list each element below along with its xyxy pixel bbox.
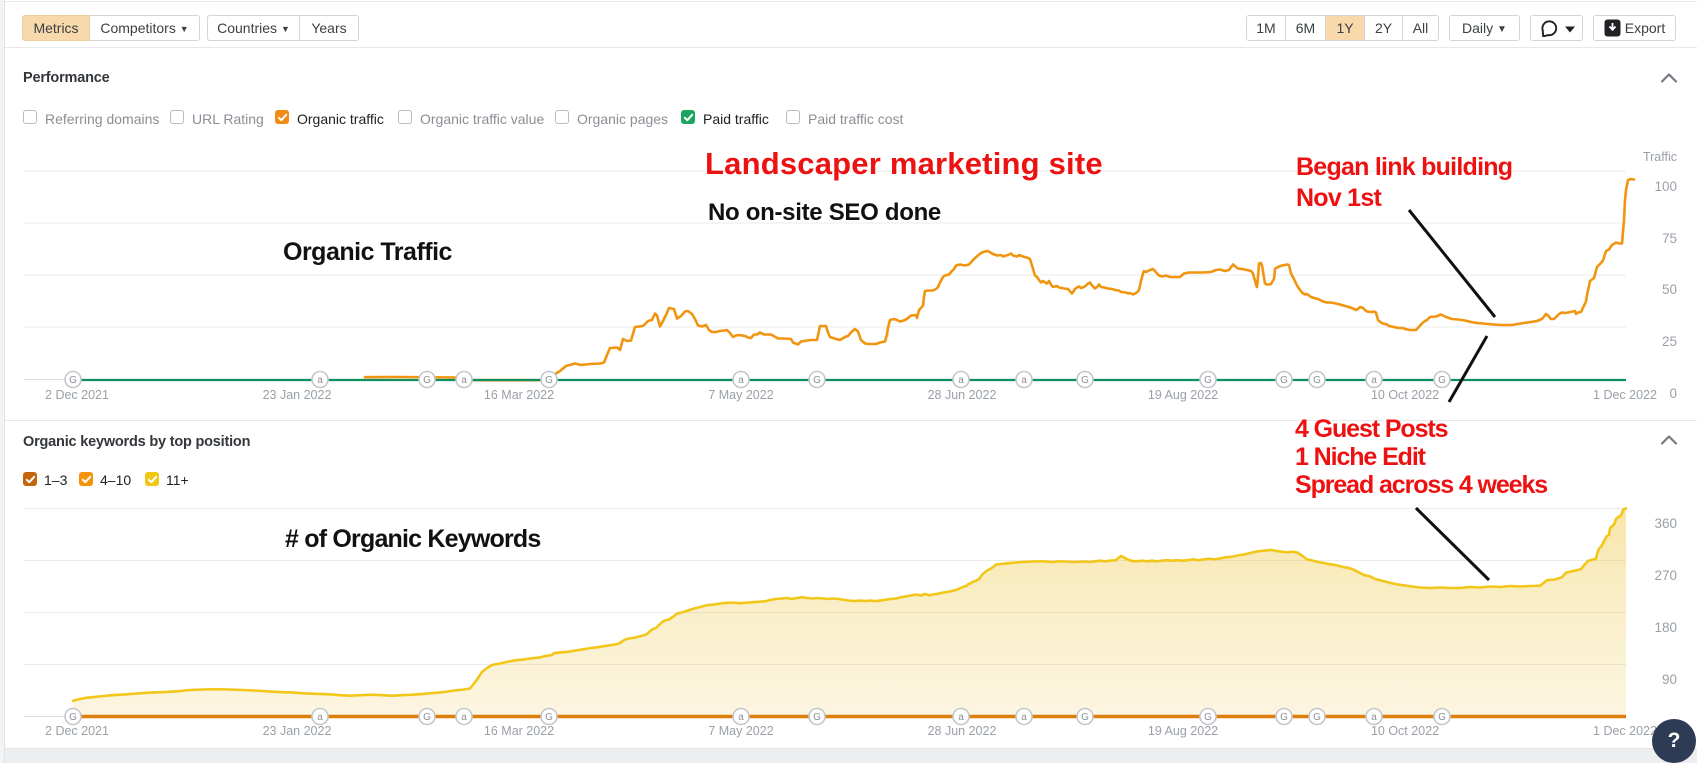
svg-text:1 Dec 2022: 1 Dec 2022 <box>1593 388 1657 402</box>
svg-text:G: G <box>1280 712 1288 723</box>
svg-text:G: G <box>423 375 431 386</box>
svg-text:2 Dec 2021: 2 Dec 2021 <box>45 388 109 402</box>
svg-text:10 Oct 2022: 10 Oct 2022 <box>1371 724 1439 738</box>
svg-text:G: G <box>423 712 431 723</box>
svg-text:100: 100 <box>1654 179 1677 194</box>
svg-text:a: a <box>1371 375 1377 386</box>
svg-text:G: G <box>69 712 77 723</box>
svg-text:19 Aug 2022: 19 Aug 2022 <box>1148 724 1218 738</box>
svg-text:G: G <box>545 375 553 386</box>
svg-text:16 Mar 2022: 16 Mar 2022 <box>484 388 554 402</box>
svg-text:G: G <box>69 375 77 386</box>
svg-text:0: 0 <box>1669 386 1677 401</box>
svg-text:a: a <box>958 712 964 723</box>
svg-text:28 Jun 2022: 28 Jun 2022 <box>928 724 997 738</box>
svg-text:2 Dec 2021: 2 Dec 2021 <box>45 724 109 738</box>
svg-text:50: 50 <box>1662 282 1677 297</box>
svg-text:10 Oct 2022: 10 Oct 2022 <box>1371 388 1439 402</box>
svg-text:a: a <box>461 375 467 386</box>
svg-text:G: G <box>1204 375 1212 386</box>
svg-text:G: G <box>813 712 821 723</box>
svg-text:G: G <box>545 712 553 723</box>
svg-text:G: G <box>1081 712 1089 723</box>
svg-text:7 May 2022: 7 May 2022 <box>708 388 773 402</box>
svg-text:1 Dec 2022: 1 Dec 2022 <box>1593 724 1657 738</box>
svg-text:a: a <box>317 712 323 723</box>
svg-text:Traffic: Traffic <box>1643 150 1677 164</box>
svg-text:180: 180 <box>1654 620 1677 635</box>
svg-text:270: 270 <box>1654 568 1677 583</box>
svg-text:16 Mar 2022: 16 Mar 2022 <box>484 724 554 738</box>
svg-text:G: G <box>1081 375 1089 386</box>
svg-text:a: a <box>1371 712 1377 723</box>
svg-text:G: G <box>1280 375 1288 386</box>
svg-text:G: G <box>1313 712 1321 723</box>
svg-text:a: a <box>317 375 323 386</box>
svg-text:G: G <box>1204 712 1212 723</box>
svg-text:90: 90 <box>1662 672 1677 687</box>
svg-text:a: a <box>738 712 744 723</box>
svg-text:a: a <box>738 375 744 386</box>
svg-text:75: 75 <box>1662 231 1677 246</box>
svg-text:a: a <box>958 375 964 386</box>
svg-text:19 Aug 2022: 19 Aug 2022 <box>1148 388 1218 402</box>
svg-text:360: 360 <box>1654 516 1677 531</box>
svg-text:23 Jan 2022: 23 Jan 2022 <box>263 388 332 402</box>
svg-text:G: G <box>1313 375 1321 386</box>
svg-text:G: G <box>1438 375 1446 386</box>
svg-text:23 Jan 2022: 23 Jan 2022 <box>263 724 332 738</box>
svg-text:7 May 2022: 7 May 2022 <box>708 724 773 738</box>
svg-text:28 Jun 2022: 28 Jun 2022 <box>928 388 997 402</box>
svg-text:a: a <box>461 712 467 723</box>
svg-text:25: 25 <box>1662 334 1677 349</box>
svg-text:a: a <box>1021 712 1027 723</box>
svg-text:a: a <box>1021 375 1027 386</box>
svg-text:G: G <box>1438 712 1446 723</box>
svg-text:G: G <box>813 375 821 386</box>
